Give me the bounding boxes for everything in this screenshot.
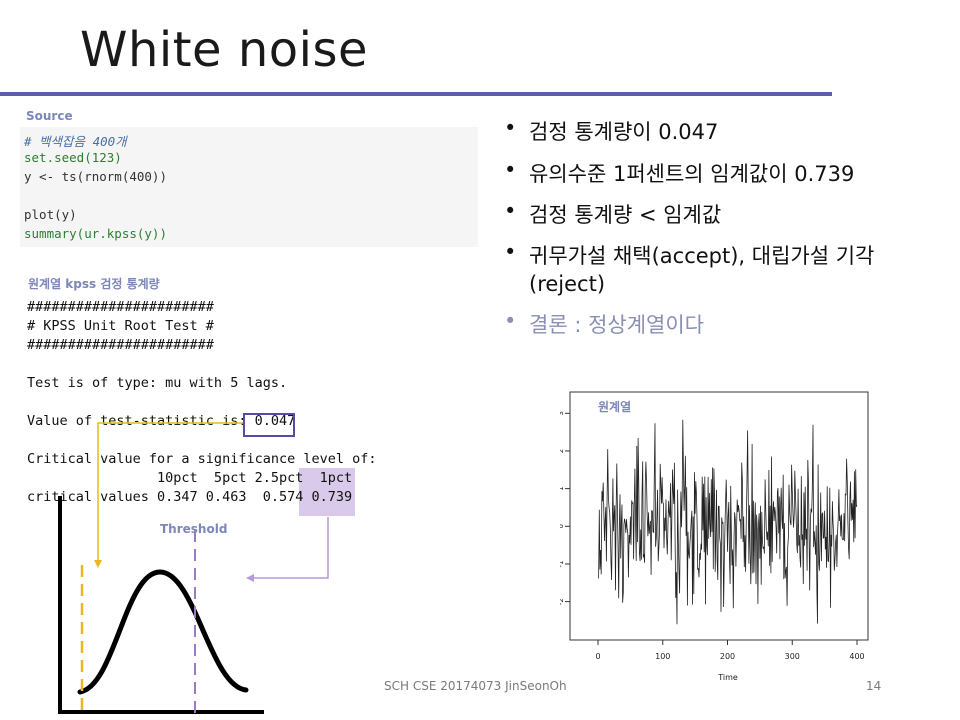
bullet-dot-icon: • [504, 240, 517, 264]
y-tick-label: -1 [560, 560, 565, 567]
time-series-plot: 0 100 200 300 400 -2 -1 0 1 2 3 원계열 Time [560, 391, 869, 682]
code-line: plot(y) [24, 207, 77, 222]
code-line: y <- ts(rnorm(400)) [24, 169, 167, 184]
code-line: # 백색잡음 400개 [24, 134, 127, 149]
bullet-dot-icon: • [504, 309, 517, 333]
statistic-arrowhead [94, 560, 102, 568]
output-line: Test is of type: mu with 5 lags. [27, 375, 288, 391]
y-tick-label: 0 [560, 524, 565, 528]
x-tick-label: 0 [595, 652, 600, 661]
bullet-dot-icon: • [504, 116, 517, 140]
y-tick-label: 1 [560, 486, 565, 490]
code-line: set.seed(123) [24, 150, 122, 165]
y-tick-label: 3 [560, 411, 565, 415]
title-divider [0, 92, 832, 96]
bullet-dot-icon: • [504, 199, 517, 223]
x-tick-label: 100 [655, 652, 670, 661]
page-title: White noise [80, 22, 368, 78]
bullet-text: 검정 통계량 < 임계값 [529, 203, 722, 227]
critical-arrowhead [246, 574, 254, 582]
output-line: ####################### [27, 337, 214, 353]
critical-value-highlight [299, 468, 355, 516]
code-block: # 백색잡음 400개 set.seed(123) y <- ts(rnorm(… [20, 127, 478, 247]
footer-text: SCH CSE 20174073 JinSeonOh [384, 679, 567, 693]
bullet-text: 검정 통계량이 0.047 [529, 120, 719, 144]
bullet-text: 결론 : 정상계열이다 [529, 313, 704, 337]
bullet-text: 유의수준 1퍼센트의 임계값이 0.739 [529, 162, 855, 186]
x-tick-label: 400 [849, 652, 864, 661]
output-line: 10pct 5pct 2.5pct 1pct [27, 470, 353, 486]
output-line: # KPSS Unit Root Test # [27, 318, 214, 334]
bullet-text-continued: (reject) [529, 272, 606, 296]
distribution-diagram [94, 422, 329, 582]
threshold-label: Threshold [160, 522, 228, 536]
series-line [598, 419, 858, 625]
bell-curve [77, 569, 249, 695]
x-tick-label: 300 [785, 652, 800, 661]
critical-connector [252, 517, 329, 579]
output-line: Value of test-statistic is: 0.047 [27, 413, 296, 429]
output-line: Critical value for a significance level … [27, 451, 377, 467]
source-label: Source [26, 109, 73, 123]
output-line: ####################### [27, 299, 214, 315]
test-statistic-highlight [243, 413, 295, 437]
x-tick-label: 200 [720, 652, 735, 661]
bullet-text: 귀무가설 채택(accept), 대립가설 기각 [529, 244, 875, 268]
bell-curve-diagram [58, 496, 264, 714]
output-label: 원계열 kpss 검정 통계량 [28, 277, 160, 291]
statistic-connector [97, 422, 243, 565]
x-axis-label: Time [717, 673, 738, 682]
code-line: summary(ur.kpss(y)) [24, 226, 167, 241]
bullet-dot-icon: • [504, 158, 517, 182]
y-tick-label: -2 [560, 598, 565, 605]
y-tick-label: 2 [560, 449, 565, 453]
plot-label: 원계열 [598, 399, 631, 414]
page-number: 14 [866, 679, 882, 693]
